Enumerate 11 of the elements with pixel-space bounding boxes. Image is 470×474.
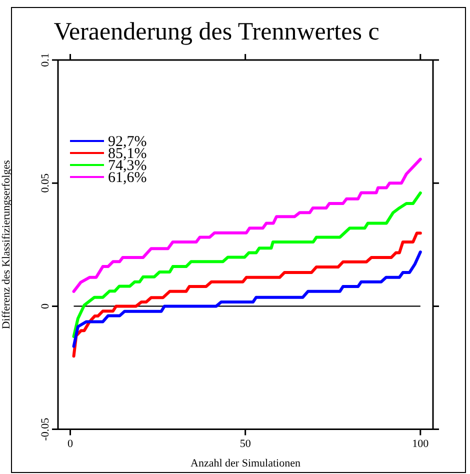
chart-title: Veraenderung des Trennwertes c bbox=[54, 18, 380, 46]
x-tick-label: 100 bbox=[412, 438, 430, 450]
y-axis-title: Differenz des Klassifizierungserfolges bbox=[0, 160, 12, 330]
y-tick-label: 0.1 bbox=[39, 53, 52, 67]
x-tick-label: 50 bbox=[240, 438, 252, 450]
x-axis-title: Anzahl der Simulationen bbox=[190, 457, 301, 470]
y-tick-label: 0 bbox=[39, 302, 52, 309]
legend-label: 92,7% bbox=[108, 134, 147, 150]
y-tick-label: 0.05 bbox=[39, 172, 52, 193]
x-tick-label: 0 bbox=[68, 438, 74, 450]
y-tick-label: -0.05 bbox=[39, 417, 52, 441]
